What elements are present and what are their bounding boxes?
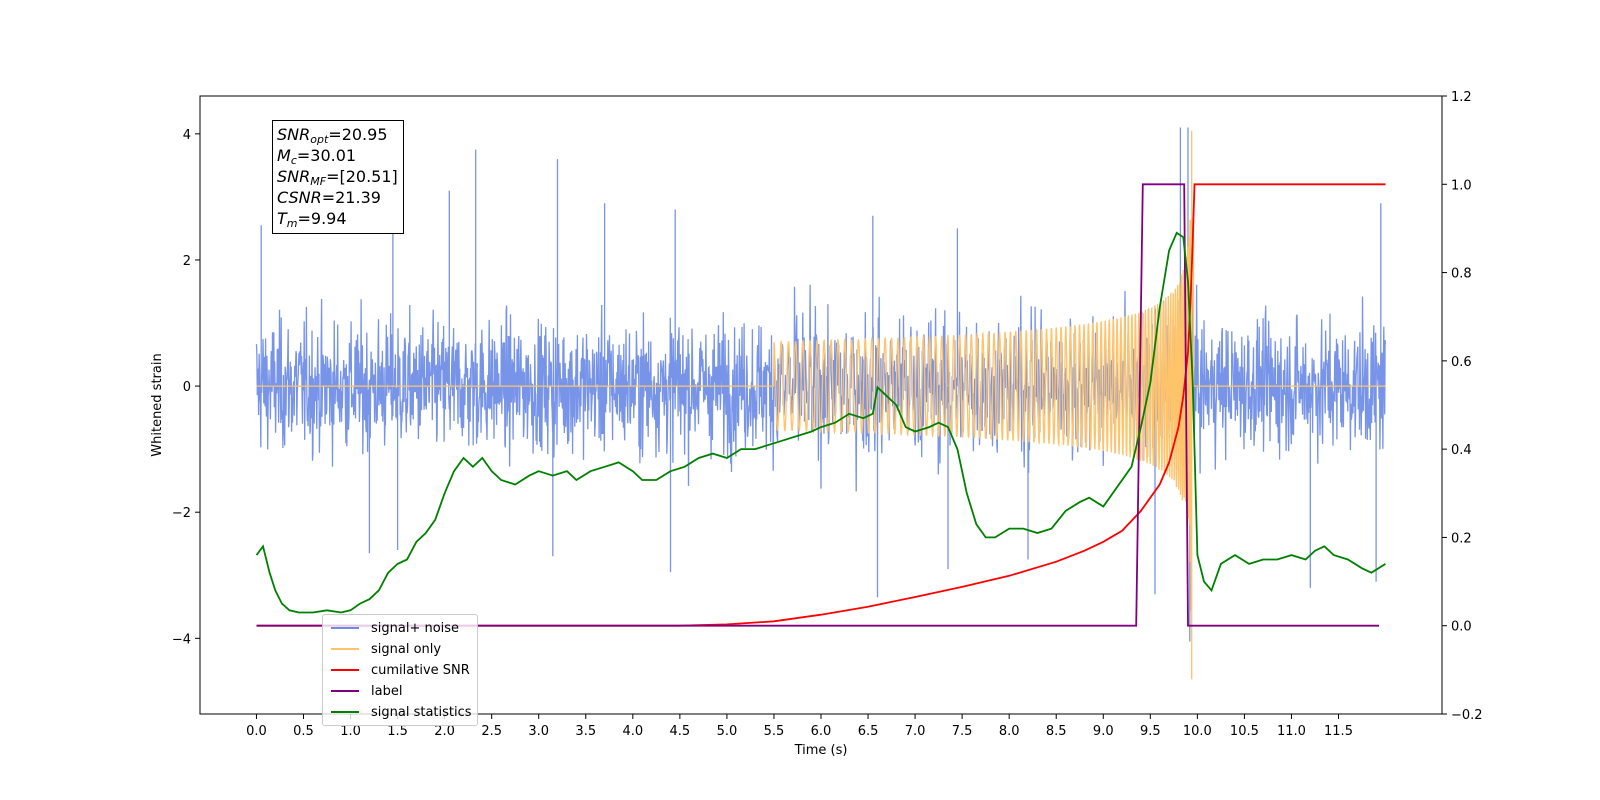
x-tick-label: 6.5 xyxy=(858,724,879,739)
legend-item: signal only xyxy=(331,639,441,659)
tm-line: Tm=9.94 xyxy=(277,209,347,230)
x-tick-label: 1.5 xyxy=(387,724,408,739)
x-tick-label: 8.0 xyxy=(999,724,1020,739)
snr-mf-line: SNRMF=[20.51] xyxy=(277,167,398,188)
legend-item: signal+ noise xyxy=(331,618,459,638)
y-tick-label: −4 xyxy=(172,632,191,647)
right-y-tick-label: 1.0 xyxy=(1451,178,1472,193)
x-tick-label: 4.0 xyxy=(622,724,643,739)
signal-noise-series xyxy=(255,127,1387,642)
x-tick-label: 0.5 xyxy=(293,724,314,739)
x-tick-label: 9.5 xyxy=(1140,724,1161,739)
y-tick-label: 0 xyxy=(183,380,191,395)
legend-swatch xyxy=(331,627,359,629)
legend-item: label xyxy=(331,681,402,701)
right-y-tick-label: 0.0 xyxy=(1451,620,1472,635)
legend-label: signal statistics xyxy=(371,704,472,720)
x-tick-label: 2.5 xyxy=(481,724,502,739)
x-tick-label: 3.5 xyxy=(575,724,596,739)
right-y-tick-label: 0.8 xyxy=(1451,267,1472,282)
x-tick-label: 5.5 xyxy=(764,724,785,739)
legend-label: label xyxy=(371,683,403,699)
legend-label: signal only xyxy=(371,641,442,657)
legend-item: signal statistics xyxy=(331,702,472,722)
legend-swatch xyxy=(331,690,359,692)
right-y-tick-label: 0.2 xyxy=(1451,531,1472,546)
x-tick-label: 11.0 xyxy=(1277,724,1306,739)
legend-item: cumilative SNR xyxy=(331,660,470,680)
x-tick-label: 2.0 xyxy=(434,724,455,739)
x-tick-label: 9.0 xyxy=(1093,724,1114,739)
y-axis-label: Whitened strain xyxy=(150,353,165,456)
snr-opt-line: SNRopt=20.95 xyxy=(277,125,388,146)
x-tick-label: 8.5 xyxy=(1046,724,1067,739)
x-tick-label: 10.0 xyxy=(1183,724,1212,739)
y-axis-ticks: 4 2 0 −2 −4 xyxy=(172,128,200,647)
legend-swatch xyxy=(331,711,359,713)
x-tick-label: 11.5 xyxy=(1324,724,1353,739)
cumulative-snr-line xyxy=(256,183,1386,627)
signal-only-series xyxy=(256,130,1386,680)
x-tick-label: 4.5 xyxy=(670,724,691,739)
right-y-tick-label: 0.6 xyxy=(1451,355,1472,370)
signal-only-line xyxy=(256,130,1386,680)
right-y-tick-label: 1.2 xyxy=(1451,90,1472,105)
y-tick-label: 2 xyxy=(183,254,191,269)
x-axis-label: Time (s) xyxy=(794,743,848,758)
x-tick-label: 6.0 xyxy=(811,724,832,739)
metrics-annotation: SNRopt=20.95 Mc=30.01 SNRMF=[20.51] CSNR… xyxy=(272,120,404,234)
x-tick-label: 5.0 xyxy=(717,724,738,739)
legend-swatch xyxy=(331,648,359,650)
y-tick-label: −2 xyxy=(172,506,191,521)
signal-statistics-line xyxy=(255,231,1386,614)
y-tick-label: 4 xyxy=(183,128,191,143)
csnr-line: CSNR=21.39 xyxy=(277,188,381,207)
x-tick-label: 1.0 xyxy=(340,724,361,739)
x-axis-ticks: 0.0 0.5 1.0 1.5 2.0 2.5 3.0 3.5 4.0 4.5 5.0 5.5 6.0 6… xyxy=(246,714,1353,739)
legend-swatch xyxy=(331,669,359,671)
right-y-axis-ticks: 1.2 1.0 0.8 0.6 0.4 0.2 0.0 −0.2 xyxy=(1442,90,1483,723)
legend: signal+ noise signal only cumilative SNR… xyxy=(322,614,478,726)
legend-label: signal+ noise xyxy=(371,620,460,636)
right-y-tick-label: −0.2 xyxy=(1451,708,1483,723)
x-tick-label: 10.5 xyxy=(1230,724,1259,739)
signal-noise-line xyxy=(255,127,1387,642)
x-tick-label: 0.0 xyxy=(246,724,267,739)
x-tick-label: 7.0 xyxy=(905,724,926,739)
right-axis-series xyxy=(255,183,1386,627)
right-y-tick-label: 0.4 xyxy=(1451,443,1472,458)
x-tick-label: 3.0 xyxy=(528,724,549,739)
label-line xyxy=(256,183,1379,627)
mc-line: Mc=30.01 xyxy=(277,146,357,167)
x-tick-label: 7.5 xyxy=(952,724,973,739)
legend-label: cumilative SNR xyxy=(371,662,470,678)
